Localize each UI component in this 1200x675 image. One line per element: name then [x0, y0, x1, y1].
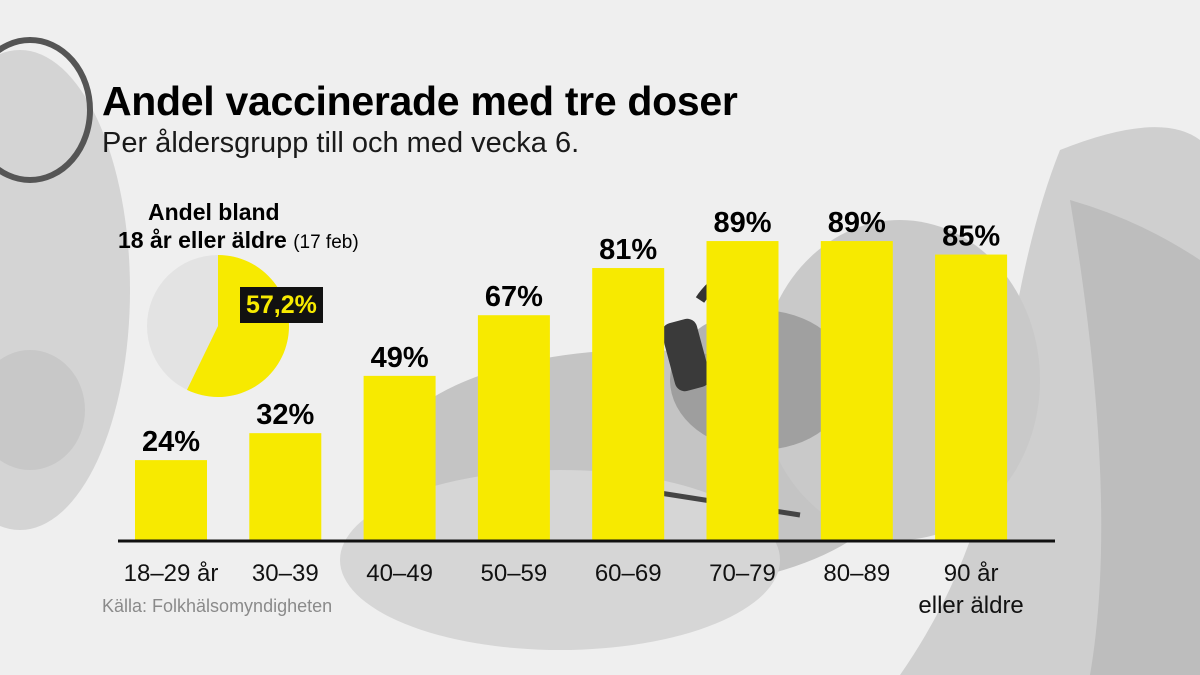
bar-3: [477, 315, 550, 541]
bar-6: [820, 241, 893, 541]
bar-value-label-7: 85%: [942, 221, 1000, 253]
bar-value-label-5: 89%: [713, 207, 771, 239]
bar-value-label-6: 89%: [828, 207, 886, 239]
tick-label-2: 40–49: [366, 560, 433, 587]
tick-label-3: 50–59: [481, 560, 548, 587]
bar-7: [935, 254, 1008, 542]
pie-date: (17 feb): [293, 232, 359, 253]
bar-5: [706, 241, 779, 541]
tick-label-6: 80–89: [823, 560, 890, 587]
bars-group: [135, 241, 1008, 542]
pie-value-badge: 57,2%: [240, 287, 323, 323]
chart-subtitle: Per åldersgrupp till och med vecka 6.: [102, 127, 580, 159]
pie-chart: [147, 255, 289, 398]
bar-value-label-0: 24%: [142, 426, 200, 458]
bar-value-label-2: 49%: [371, 342, 429, 374]
bar-value-label-3: 67%: [485, 281, 543, 313]
source-note: Källa: Folkhälsomyndigheten: [102, 596, 333, 616]
chart-title: Andel vaccinerade med tre doser: [102, 78, 738, 124]
tick-label-5: 70–79: [709, 560, 776, 587]
pie-title: Andel bland 18 år eller äldre (17 feb): [118, 198, 418, 257]
tick-label-4: 60–69: [595, 560, 662, 587]
bar-4: [592, 268, 665, 541]
bar-value-label-4: 81%: [599, 234, 657, 266]
bar-value-label-1: 32%: [256, 399, 314, 431]
bar-2: [363, 375, 436, 541]
bar-labels-group: 24% 32% 49% 67% 81% 89% 89% 85%: [142, 207, 1000, 458]
pie-title-line1: Andel bland: [148, 199, 280, 225]
tick-label-7: 90 år eller äldre: [918, 560, 1023, 619]
pie-title-line2: 18 år eller äldre: [118, 227, 287, 253]
bar-1: [249, 433, 322, 541]
bar-0: [135, 460, 207, 541]
tick-labels-group: 18–29 år 30–39 40–49 50–59 60–69 70–79 80–89 90…: [124, 560, 1024, 619]
tick-label-0: 18–29 år: [124, 560, 219, 587]
tick-label-1: 30–39: [252, 560, 319, 587]
